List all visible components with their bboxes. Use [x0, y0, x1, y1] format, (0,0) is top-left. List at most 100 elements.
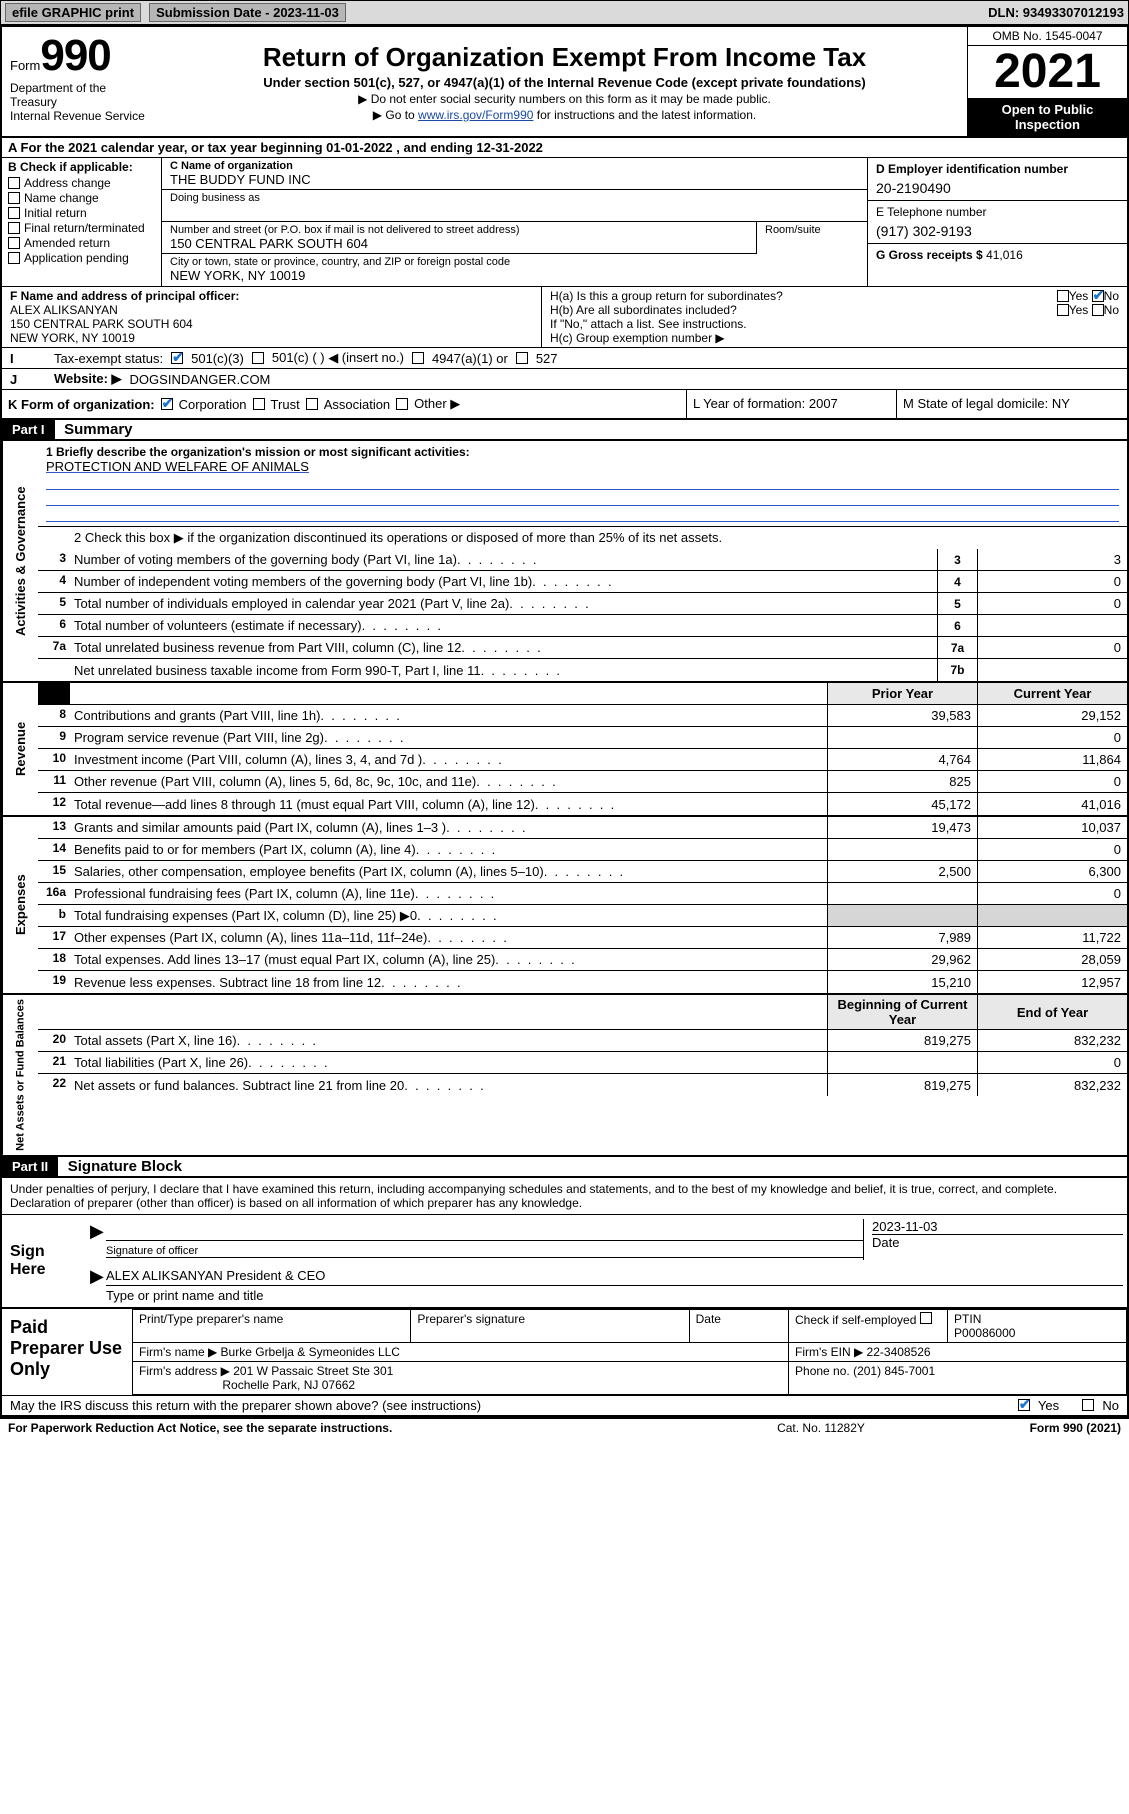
line-val [977, 615, 1127, 636]
line-num: 8 [38, 705, 70, 726]
curr-val: 0 [977, 839, 1127, 860]
footer: For Paperwork Reduction Act Notice, see … [0, 1419, 1129, 1437]
form-outer: Form990 Department of the Treasury Inter… [0, 25, 1129, 1419]
line-box: 6 [937, 615, 977, 636]
chk-527[interactable] [516, 352, 528, 364]
line-desc: Revenue less expenses. Subtract line 18 … [70, 971, 827, 993]
line-num: 7a [38, 637, 70, 658]
opt-amended: Amended return [24, 236, 110, 250]
prior-val: 19,473 [827, 817, 977, 838]
line-num: 4 [38, 571, 70, 592]
chk-trust[interactable] [253, 398, 265, 410]
curr-val: 12,957 [977, 971, 1127, 993]
prior-val: 4,764 [827, 749, 977, 770]
room-label: Room/suite [757, 222, 867, 254]
line-box: 7a [937, 637, 977, 658]
dln: DLN: 93493307012193 [988, 5, 1124, 20]
chk-4947[interactable] [412, 352, 424, 364]
line-desc: Total number of volunteers (estimate if … [70, 615, 937, 636]
line-num: 6 [38, 615, 70, 636]
firm-addr-lab: Firm's address ▶ [139, 1364, 230, 1378]
gross-receipts: 41,016 [986, 248, 1023, 262]
form-subtitle: Under section 501(c), 527, or 4947(a)(1)… [170, 75, 959, 90]
i-501c3: 501(c)(3) [191, 351, 244, 366]
exp-section: Expenses 13 Grants and similar amounts p… [2, 817, 1127, 995]
goto-link[interactable]: www.irs.gov/Form990 [418, 108, 533, 122]
chk-initial[interactable] [8, 207, 20, 219]
discuss-yes[interactable] [1018, 1399, 1030, 1411]
chk-final[interactable] [8, 222, 20, 234]
org-name: THE BUDDY FUND INC [170, 172, 859, 187]
line-val: 0 [977, 593, 1127, 614]
line-val: 0 [977, 571, 1127, 592]
opt-final: Final return/terminated [24, 221, 145, 235]
phone: (917) 302-9193 [876, 223, 1119, 239]
line-num: 16a [38, 883, 70, 904]
city-val: NEW YORK, NY 10019 [170, 268, 859, 283]
caret-icon: ▶ [90, 1221, 104, 1242]
prior-val: 819,275 [827, 1074, 977, 1096]
curr-val: 41,016 [977, 793, 1127, 815]
line-num: 19 [38, 971, 70, 993]
hb-no[interactable] [1092, 304, 1104, 316]
discuss-no[interactable] [1082, 1399, 1094, 1411]
tax-year: 2021 [968, 46, 1127, 98]
chk-other[interactable] [396, 398, 408, 410]
chk-corp[interactable] [161, 398, 173, 410]
discuss-text: May the IRS discuss this return with the… [10, 1398, 1010, 1413]
hdr-beg: Beginning of Current Year [827, 995, 977, 1029]
hb-label: H(b) Are all subordinates included? [550, 303, 1057, 317]
ein: 20-2190490 [876, 180, 1119, 196]
prior-val: 825 [827, 771, 977, 792]
sig-officer-lab: Signature of officer [106, 1243, 863, 1258]
chk-501c[interactable] [252, 352, 264, 364]
chk-address-change[interactable] [8, 177, 20, 189]
k-assoc: Association [324, 397, 390, 412]
line2: 2 Check this box ▶ if the organization d… [70, 527, 1127, 549]
curr-val: 832,232 [977, 1074, 1127, 1096]
j-label: Website: ▶ [54, 371, 122, 387]
hdr-curr: Current Year [977, 683, 1127, 704]
line-desc: Total assets (Part X, line 16) [70, 1030, 827, 1051]
curr-val: 0 [977, 771, 1127, 792]
ha-yes[interactable] [1057, 290, 1069, 302]
city-label: City or town, state or province, country… [170, 256, 859, 268]
i-501c: 501(c) ( ) ◀ (insert no.) [272, 350, 404, 366]
form-foot: Form 990 (2021) [921, 1421, 1121, 1435]
line-desc: Professional fundraising fees (Part IX, … [70, 883, 827, 904]
opt-name: Name change [24, 191, 99, 205]
discuss-yes-lab: Yes [1038, 1398, 1059, 1413]
ha-no[interactable] [1092, 290, 1104, 302]
line-desc: Total expenses. Add lines 13–17 (must eq… [70, 949, 827, 970]
officer-addr1: 150 CENTRAL PARK SOUTH 604 [10, 317, 533, 331]
chk-name-change[interactable] [8, 192, 20, 204]
date-lab: Date [872, 1234, 1123, 1250]
firm-ein: 22-3408526 [867, 1345, 931, 1359]
opt-initial: Initial return [24, 206, 87, 220]
ptin-val: P00086000 [954, 1326, 1015, 1340]
form-word: Form [10, 58, 40, 73]
self-emp: Check if self-employed [795, 1313, 916, 1327]
line-desc: Salaries, other compensation, employee b… [70, 861, 827, 882]
chk-amended[interactable] [8, 237, 20, 249]
officer-name: ALEX ALIKSANYAN [10, 303, 533, 317]
hb-no-lab: No [1104, 303, 1119, 317]
hb-yes[interactable] [1057, 304, 1069, 316]
mission-label: 1 Briefly describe the organization's mi… [46, 445, 1119, 459]
prior-val: 15,210 [827, 971, 977, 993]
chk-pending[interactable] [8, 252, 20, 264]
chk-self-emp[interactable] [920, 1312, 932, 1324]
line-desc: Contributions and grants (Part VIII, lin… [70, 705, 827, 726]
part2-title: Signature Block [68, 1158, 182, 1175]
discuss-no-lab: No [1102, 1398, 1119, 1413]
efile-badge[interactable]: efile GRAPHIC print [5, 3, 141, 22]
chk-assoc[interactable] [306, 398, 318, 410]
e-label: E Telephone number [876, 205, 1119, 219]
side-ag: Activities & Governance [2, 441, 38, 681]
m-state: M State of legal domicile: NY [897, 390, 1127, 418]
chk-501c3[interactable] [171, 352, 183, 364]
goto-pre: ▶ Go to [373, 108, 418, 122]
c-label: C Name of organization [170, 160, 859, 172]
type-name-lab: Type or print name and title [106, 1288, 1123, 1303]
line-desc: Total fundraising expenses (Part IX, col… [70, 905, 827, 926]
